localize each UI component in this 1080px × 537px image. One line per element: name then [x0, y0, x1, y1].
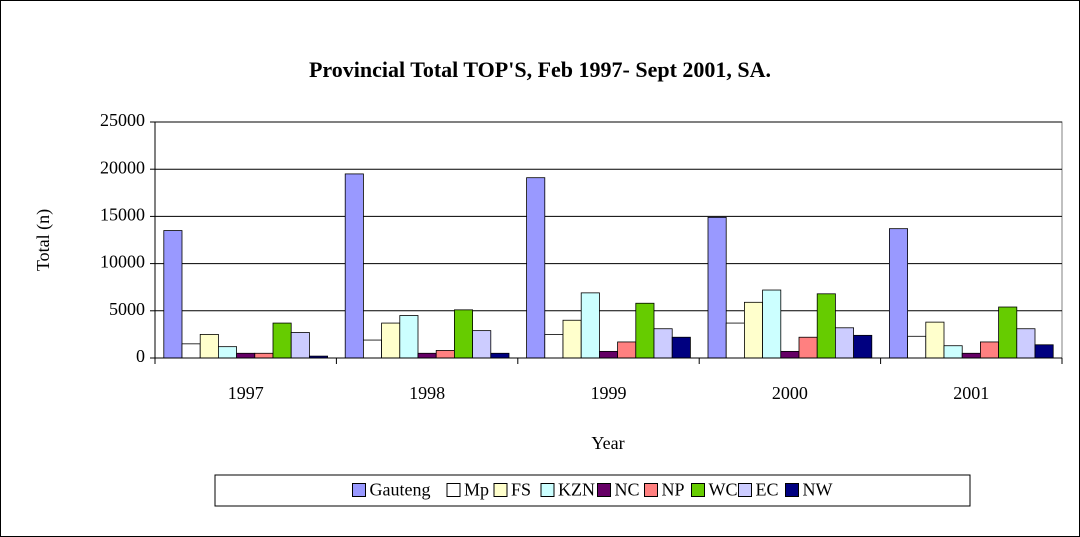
bar: [762, 289, 782, 359]
legend-label: NC: [615, 480, 640, 500]
y-tick-label: 5000: [109, 299, 145, 319]
x-tick-label: 1999: [591, 383, 627, 403]
x-tick-label: 1997: [228, 383, 264, 403]
bar: [889, 228, 909, 359]
legend-swatch: [785, 483, 799, 497]
legend-label: Gauteng: [370, 480, 431, 500]
bar: [181, 343, 201, 359]
bar: [798, 336, 818, 359]
bar: [1034, 344, 1054, 359]
bar: [653, 328, 673, 359]
legend-label: WC: [709, 480, 738, 500]
bar: [961, 352, 981, 359]
x-tick-label: 2000: [772, 383, 808, 403]
bar: [1016, 328, 1036, 359]
x-tick-label: 1998: [409, 383, 445, 403]
y-tick-label: 10000: [100, 252, 145, 272]
bar: [526, 177, 546, 359]
y-tick-label: 20000: [100, 157, 145, 177]
bar: [453, 309, 473, 359]
bar: [943, 345, 963, 359]
legend-label: EC: [756, 480, 779, 500]
bar: [199, 333, 219, 359]
bar: [272, 322, 292, 359]
bar: [707, 216, 727, 359]
bar: [925, 321, 945, 359]
legend-label: NW: [803, 480, 833, 500]
y-tick-label: 15000: [100, 205, 145, 225]
bar: [163, 230, 183, 359]
legend-box: [214, 474, 971, 507]
legend-swatch: [691, 483, 705, 497]
bar: [344, 173, 364, 359]
bar: [417, 352, 437, 359]
bar: [217, 346, 237, 359]
bar: [998, 306, 1018, 359]
y-tick-label: 0: [136, 346, 145, 366]
legend-swatch: [597, 483, 611, 497]
y-tick-label: 25000: [100, 110, 145, 130]
legend-swatch: [540, 483, 555, 497]
legend-label: NP: [662, 480, 685, 500]
bar: [853, 334, 873, 359]
legend-label: KZN: [558, 480, 595, 500]
bar: [290, 332, 310, 359]
legend-swatch: [446, 483, 461, 497]
bar: [725, 322, 745, 359]
chart-title: Provincial Total TOP'S, Feb 1997- Sept 2…: [309, 57, 771, 82]
bar: [399, 315, 419, 359]
legend-swatch: [352, 483, 366, 497]
bar: [835, 327, 855, 359]
x-tick-label: 2001: [953, 383, 989, 403]
bar: [907, 335, 927, 359]
bar: [381, 322, 401, 359]
bar: [254, 352, 274, 359]
bar: [236, 352, 256, 359]
bar: [472, 330, 492, 359]
bar: [544, 333, 564, 359]
bar: [744, 301, 764, 359]
legend-swatch: [493, 483, 508, 497]
bar: [562, 319, 582, 359]
bar: [635, 302, 655, 359]
bar: [980, 341, 1000, 359]
plot-area: [154, 121, 1063, 359]
bar: [599, 350, 619, 359]
bar: [780, 350, 800, 359]
legend-swatch: [738, 483, 752, 497]
bar: [362, 339, 382, 359]
bar: [816, 293, 836, 359]
bar: [617, 341, 637, 359]
legend-label: Mp: [464, 480, 489, 500]
bar: [671, 336, 691, 359]
bar: [435, 350, 455, 359]
legend-swatch: [644, 483, 658, 497]
legend-label: FS: [511, 480, 531, 500]
x-axis-label: Year: [591, 433, 624, 453]
bar: [490, 352, 510, 359]
bar: [580, 292, 600, 359]
y-axis-label: Total (n): [33, 209, 54, 271]
